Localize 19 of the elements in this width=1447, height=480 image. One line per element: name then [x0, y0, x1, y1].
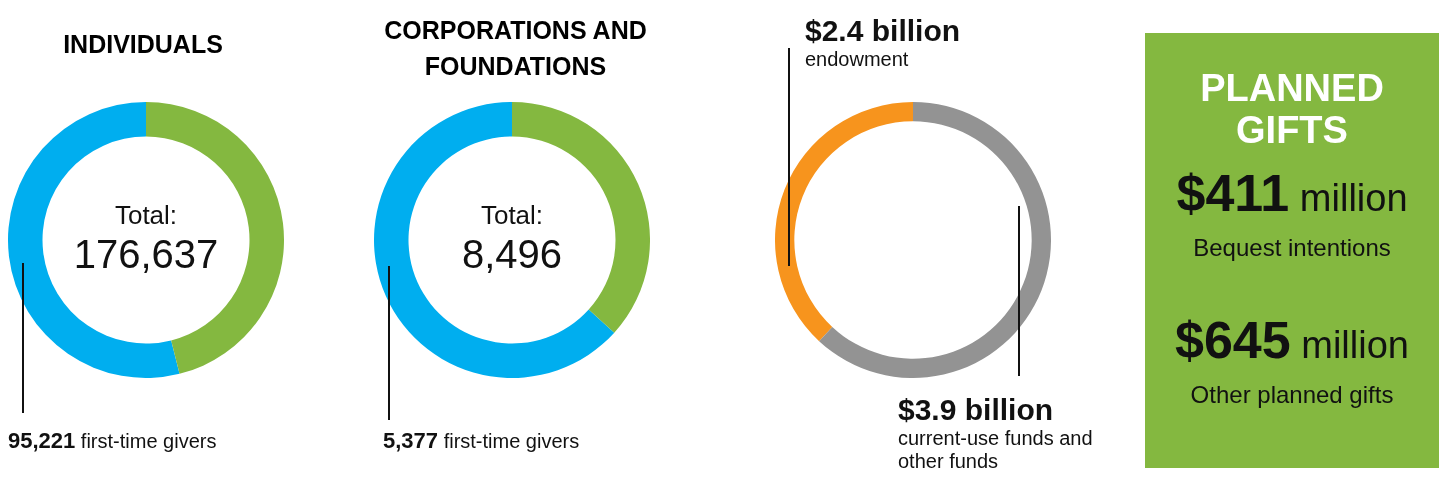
text: $411 million — [1176, 164, 1408, 222]
text: $645 million — [1175, 311, 1409, 369]
slice-label: endowment — [805, 48, 909, 70]
chart-title: INDIVIDUALS — [62, 29, 224, 60]
slice-label: first-time givers — [443, 430, 580, 452]
data-label: 5,377 — [383, 428, 439, 453]
data-label: $3.9 billion — [898, 393, 1054, 426]
text: Bequest intentions — [1192, 234, 1392, 262]
data-label: $2.4 billion — [805, 14, 961, 47]
text: Other planned gifts — [1189, 381, 1395, 409]
text: Total: — [480, 200, 544, 230]
text: 176,637 — [73, 232, 219, 276]
slice-label: first-time givers — [80, 430, 217, 452]
data-label: 95,221 — [8, 428, 76, 453]
text: Total: — [114, 200, 178, 230]
slice-label: current-use funds and other funds — [898, 427, 1093, 472]
chart-title: CORPORATIONS AND FOUNDATIONS — [383, 15, 648, 82]
text: PLANNED GIFTS — [1199, 67, 1385, 151]
text: 8,496 — [461, 232, 563, 276]
